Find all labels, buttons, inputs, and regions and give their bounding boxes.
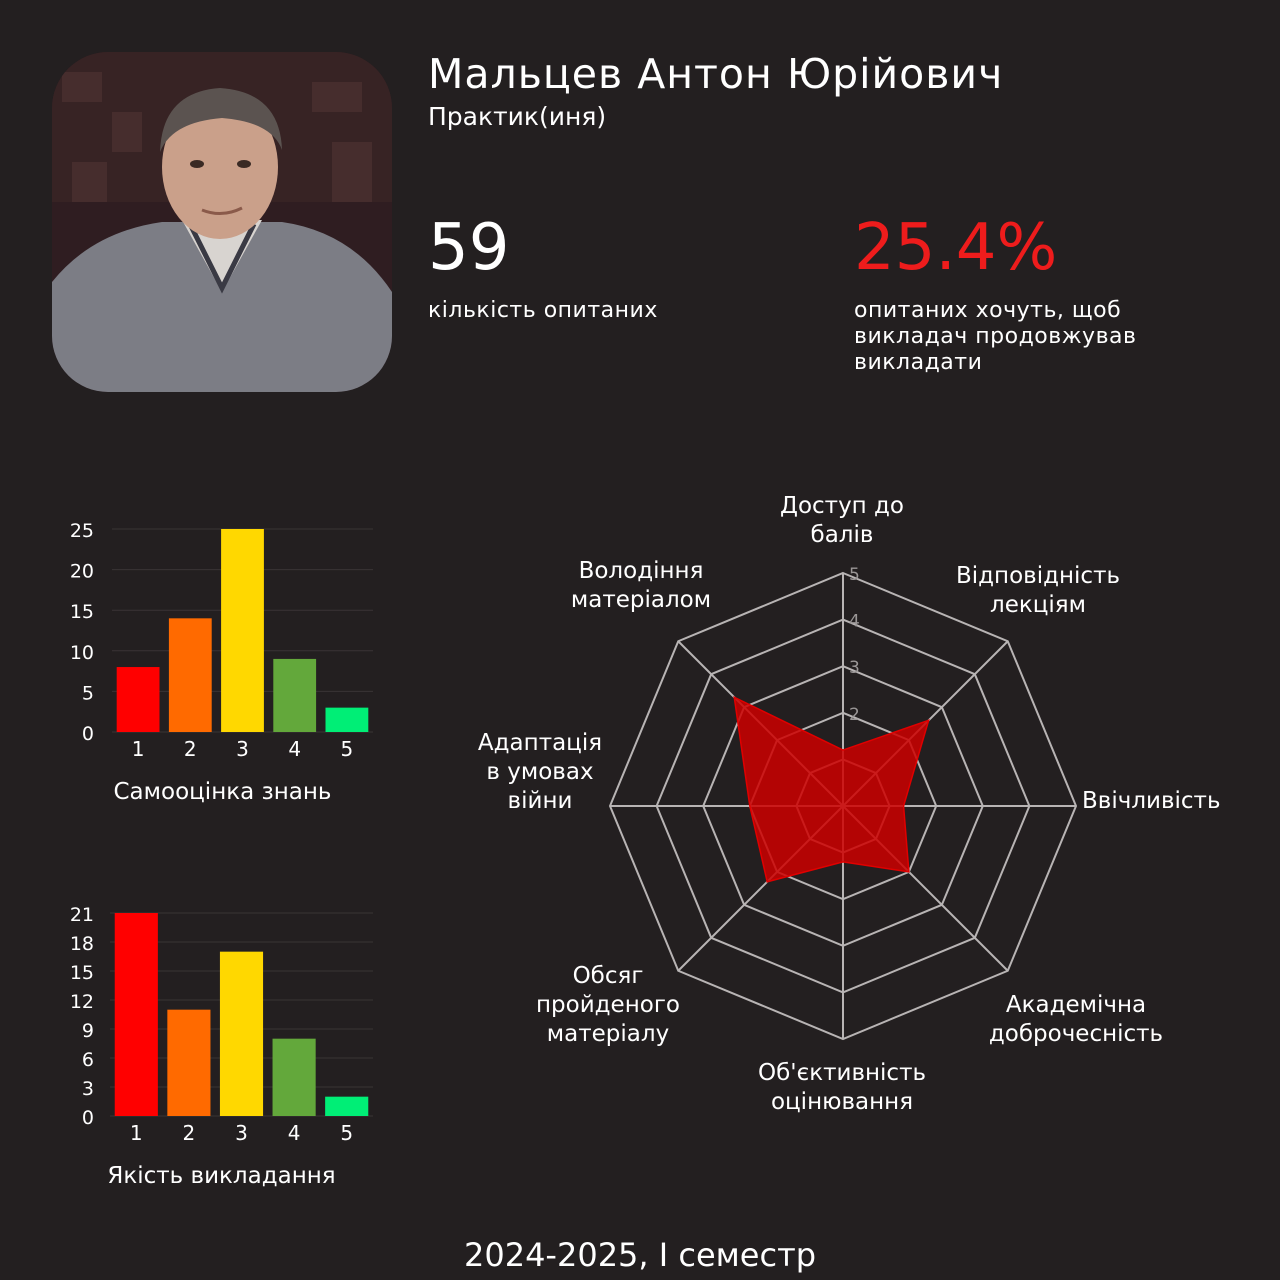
chart-title: Самооцінка знань [114,779,332,805]
bar-1 [114,913,158,1116]
teacher-photo [52,52,392,392]
bar-4 [272,1038,316,1116]
x-tick-label: 1 [132,737,145,761]
continue-label: опитаних хочуть, щоб викладач продовжува… [854,298,1137,375]
x-tick-label: 5 [340,1121,353,1145]
bar-2 [168,618,212,732]
radar-axis-label: Академічна доброчесність [989,992,1163,1047]
radar-axis-label: Об'єктивність оцінювання [758,1060,926,1115]
y-tick-label: 20 [70,561,94,583]
respondents-label: кількість опитаних [428,298,658,323]
bar-5 [325,707,369,732]
respondents-count: 59 [428,211,510,285]
semester-footer: 2024-2025, І семестр [463,1236,817,1274]
radar-chart: 2 3 4 5 Доступ до балів Відповідність лекціям Вв… [478,493,1221,1115]
x-tick-label: 2 [184,737,197,761]
portrait-image [52,52,392,392]
radar-tick-label: 4 [849,612,860,632]
radar-axis-label: Адаптація в умовах війни [478,730,602,814]
y-tick-label: 21 [70,904,94,926]
x-tick-label: 3 [236,737,249,761]
y-tick-label: 15 [70,962,94,984]
radar-axis-label: Ввічливість [1082,788,1221,814]
bar-3 [219,951,264,1116]
y-tick-label: 12 [70,991,94,1013]
continue-percentage: 25.4% [854,211,1058,285]
y-tick-label: 3 [82,1078,94,1100]
radar-tick-label: 2 [849,705,860,725]
chart-title: Якість викладання [107,1163,335,1189]
y-tick-label: 15 [70,601,94,623]
x-tick-label: 5 [341,737,354,761]
y-tick-label: 0 [82,723,94,745]
teacher-name: Мальцев Антон Юрійович [428,50,1004,98]
radar-axis-label: Володіння матеріалом [571,558,711,613]
y-tick-label: 5 [82,682,94,704]
bar-2 [167,1009,211,1116]
y-tick-label: 18 [70,933,94,955]
bar-1 [116,667,160,732]
x-tick-label: 3 [235,1121,248,1145]
bar-4 [273,658,317,732]
x-tick-label: 2 [183,1121,196,1145]
teacher-role: Практик(иня) [428,102,607,131]
radar-data-area [733,695,930,883]
radar-tick-label: 3 [849,658,860,678]
y-tick-label: 6 [82,1049,94,1071]
radar-axis-label: Доступ до балів [780,493,904,548]
bar-3 [221,529,264,732]
x-tick-label: 4 [288,1121,301,1145]
radar-axis-label: Відповідність лекціям [956,563,1120,618]
x-tick-label: 4 [288,737,301,761]
y-tick-label: 25 [70,520,94,542]
y-tick-label: 10 [70,642,94,664]
y-tick-label: 0 [82,1107,94,1129]
self-assessment-bar-chart: 0 5 10 15 20 25 1 2 3 4 5 Самооцінка знань [70,520,373,805]
y-tick-label: 9 [82,1020,94,1042]
bar-5 [325,1096,369,1116]
radar-axis-label: Обсяг пройденого матеріалу [536,963,680,1047]
radar-tick-label: 5 [849,565,860,585]
x-tick-label: 1 [130,1121,143,1145]
